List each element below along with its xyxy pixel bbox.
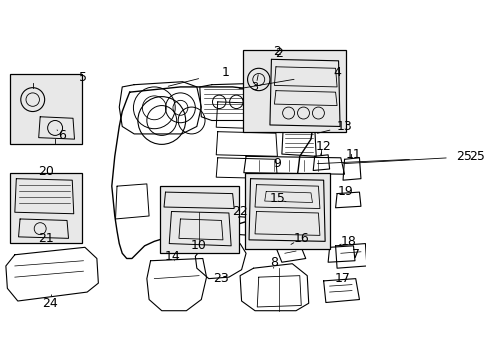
Text: 10: 10 xyxy=(191,239,206,252)
Bar xyxy=(10,74,82,144)
Bar xyxy=(244,173,329,249)
Text: 16: 16 xyxy=(293,232,308,245)
Text: 18: 18 xyxy=(340,235,355,248)
Text: 1: 1 xyxy=(221,66,229,78)
Text: 6: 6 xyxy=(59,129,66,142)
Text: 13: 13 xyxy=(336,120,352,133)
Text: 21: 21 xyxy=(38,232,54,245)
Text: 25: 25 xyxy=(468,150,484,163)
Text: 7: 7 xyxy=(351,248,359,261)
Text: 9: 9 xyxy=(273,157,281,170)
Text: 12: 12 xyxy=(315,140,331,153)
Text: 23: 23 xyxy=(213,272,229,285)
Text: 8: 8 xyxy=(269,256,277,269)
Text: 5: 5 xyxy=(79,71,87,84)
Text: 11: 11 xyxy=(345,148,361,161)
Text: 2: 2 xyxy=(274,47,282,60)
Text: 15: 15 xyxy=(269,192,285,205)
Bar xyxy=(159,186,238,253)
Text: 17: 17 xyxy=(334,272,350,285)
Text: 22: 22 xyxy=(232,205,247,218)
Text: 3: 3 xyxy=(251,82,258,92)
Text: 24: 24 xyxy=(42,297,58,310)
Bar xyxy=(10,173,82,243)
Text: 20: 20 xyxy=(38,165,54,178)
Bar xyxy=(243,50,346,132)
Text: 19: 19 xyxy=(338,185,353,198)
Text: 14: 14 xyxy=(165,250,181,263)
Text: 25: 25 xyxy=(455,150,471,163)
Text: 4: 4 xyxy=(332,66,340,78)
Text: 2: 2 xyxy=(273,45,281,58)
